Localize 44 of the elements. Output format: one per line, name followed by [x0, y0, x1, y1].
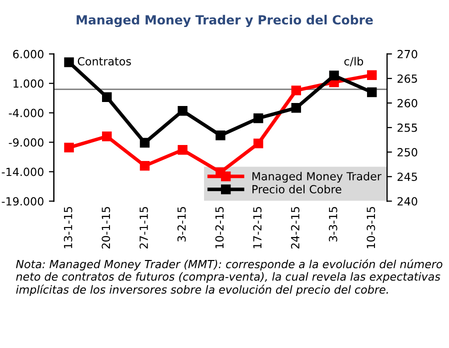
point: [178, 106, 188, 116]
x-tick-label: 27-1-15: [140, 206, 148, 249]
point: [216, 130, 226, 140]
point: [253, 138, 264, 148]
y-tick-label: 6.000: [13, 50, 44, 58]
point: [64, 57, 74, 68]
x-tick-label: 10-3-15: [366, 206, 376, 248]
legend-label: Precio del Cobre: [252, 184, 342, 194]
y-tick-label: 1.000: [14, 79, 44, 88]
legend-label: Managed Money Trader: [252, 172, 382, 183]
y2-tick-label: 250: [398, 148, 418, 156]
y-tick-label: -19.000: [2, 197, 44, 206]
point: [102, 92, 112, 102]
y-axis-title: Contratos: [78, 57, 131, 66]
y2-tick-label: 245: [398, 172, 417, 181]
y-tick-label: -9.000: [8, 138, 44, 147]
point: [178, 145, 188, 155]
y2-tick-label: 255: [398, 124, 417, 132]
point: [253, 113, 264, 124]
chart-title: Managed Money Trader y Precio del Cobre: [76, 14, 373, 28]
x-tick-label: 10-2-15: [215, 206, 224, 248]
point: [140, 138, 150, 148]
y2-tick-label: 260: [398, 98, 418, 108]
y-tick-label: -4.000: [8, 108, 44, 118]
text: Nota: Managed Money Trader (MMT): corresponde a la evolución del número neto de contratos de futuros (compra-venta), la cual revela las expectativas implícitas de los inversores sobre la evolución del precio del cobre.: [16, 259, 442, 296]
point: [64, 142, 74, 152]
point: [102, 132, 112, 142]
x-tick-label: 20-1-15: [102, 206, 110, 249]
x-tick-label: 13-1-15: [64, 206, 72, 248]
x-tick-label: 17-2-15: [253, 206, 262, 248]
x-tick-label: 24-2-15: [290, 206, 300, 249]
point: [140, 160, 150, 171]
x-tick-label: 3-3-15: [328, 206, 338, 242]
x-tick-label: 3-2-15: [177, 206, 186, 242]
point: [291, 103, 302, 113]
y-tick-label: -14.000: [2, 168, 44, 176]
point: [367, 87, 377, 98]
y2-axis-title: c/lb: [344, 56, 364, 66]
point: [291, 86, 302, 96]
point: [367, 70, 377, 80]
point: [329, 70, 339, 80]
y2-tick-label: 265: [398, 74, 417, 83]
y2-tick-label: 240: [398, 197, 418, 206]
y2-tick-label: 270: [398, 50, 418, 58]
